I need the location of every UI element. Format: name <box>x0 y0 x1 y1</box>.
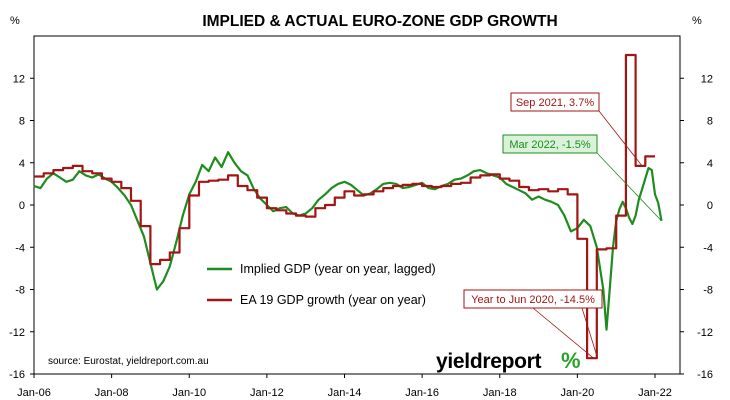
y-tick-label-left: -12 <box>9 327 25 339</box>
x-tick-label: Jan-06 <box>17 387 51 399</box>
y-tick-label-right: -12 <box>697 327 713 339</box>
y-tick-label-right: 12 <box>701 73 713 85</box>
y-tick-label-right: 8 <box>707 116 713 128</box>
x-tick-label: Jan-12 <box>250 387 284 399</box>
annotation-leader <box>581 307 598 359</box>
annotation-leader <box>532 307 594 359</box>
y-tick-label-left: -8 <box>15 285 25 297</box>
y-tick-label-right: -8 <box>703 285 713 297</box>
y-tick-label-left: 0 <box>19 200 25 212</box>
annotation-mar-2022: Mar 2022, -1.5% <box>502 134 662 222</box>
x-tick-label: Jan-14 <box>328 387 362 399</box>
yieldreport-logo: yieldreport % <box>436 348 581 373</box>
source-note: source: Eurostat, yieldreport.com.au <box>48 356 209 367</box>
y-tick-label-right: 0 <box>707 200 713 212</box>
y-tick-label-left: 4 <box>19 158 25 170</box>
y-tick-label-right: -16 <box>697 369 713 381</box>
annotation-leader <box>598 110 643 167</box>
x-tick-label: Jan-18 <box>483 387 517 399</box>
y-tick-label-right: -4 <box>703 242 713 254</box>
chart-title: IMPLIED & ACTUAL EURO-ZONE GDP GROWTH <box>202 13 557 30</box>
x-axis-ticks: Jan-06 Jan-08 Jan-10 Jan-12 Jan-14 Jan-16 Jan-… <box>17 374 672 399</box>
annotation-label: Sep 2021, 3.7% <box>516 97 595 109</box>
annotation-box <box>463 289 603 309</box>
y-axis-ticks: -16 -16 -12 -12 -8 -8 -4 -4 0 0 4 4 8 8 12 12 <box>9 73 713 381</box>
annotation-label: Mar 2022, -1.5% <box>509 139 591 151</box>
x-tick-label: Jan-20 <box>561 387 595 399</box>
annotation-leader <box>596 152 662 222</box>
legend-label-implied: Implied GDP (year on year, lagged) <box>240 262 436 276</box>
x-tick-label: Jan-08 <box>95 387 129 399</box>
annotation-jun-2020: Year to Jun 2020, -14.5% <box>463 289 603 359</box>
legend: Implied GDP (year on year, lagged) EA 19… <box>207 262 436 307</box>
right-axis-unit: % <box>692 15 702 27</box>
series-line-implied-gdp <box>33 151 663 331</box>
annotation-sep-2021: Sep 2021, 3.7% <box>510 92 643 167</box>
y-tick-label-left: -16 <box>9 369 25 381</box>
annotation-label: Year to Jun 2020, -14.5% <box>471 294 595 306</box>
logo-percent: % <box>561 348 581 373</box>
y-tick-label-left: 12 <box>13 73 25 85</box>
series-line-ea19-gdp <box>34 53 655 360</box>
y-tick-label-left: 8 <box>19 116 25 128</box>
series-layer <box>33 53 663 360</box>
x-tick-label: Jan-10 <box>172 387 206 399</box>
y-tick-label-left: -4 <box>15 242 25 254</box>
annotation-box <box>502 134 598 154</box>
left-axis-unit: % <box>10 15 20 27</box>
annotation-box <box>510 92 600 112</box>
x-tick-label: Jan-16 <box>405 387 439 399</box>
annotations: Sep 2021, 3.7% Mar 2022, -1.5% Year to Jun… <box>463 92 662 359</box>
logo-text: yieldreport <box>436 350 542 373</box>
x-tick-label: Jan-22 <box>638 387 672 399</box>
legend-label-ea19: EA 19 GDP growth (year on year) <box>240 293 426 307</box>
y-tick-label-right: 4 <box>707 158 713 170</box>
